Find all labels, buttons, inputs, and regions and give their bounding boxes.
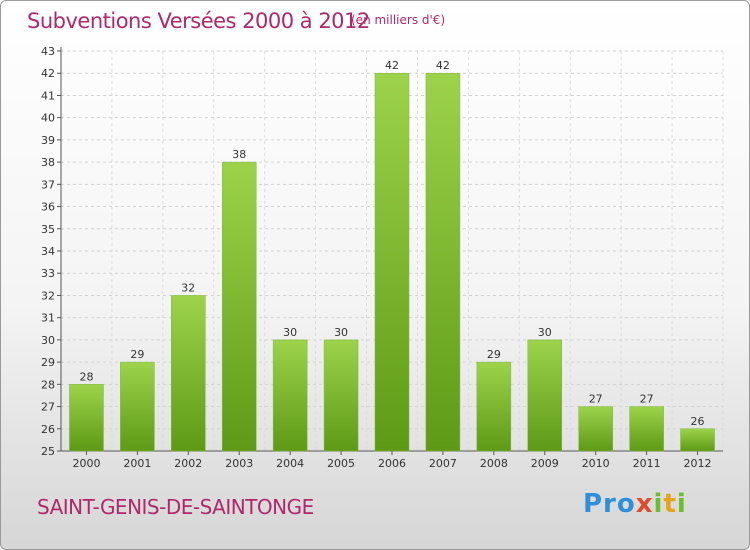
y-tick-label: 39 xyxy=(41,134,55,147)
data-labels: 28 29 32 38 30 30 42 42 29 30 27 27 26 xyxy=(79,59,704,428)
data-label-2006: 42 xyxy=(385,59,399,72)
y-tick-label: 42 xyxy=(41,67,55,80)
x-tick-label: 2002 xyxy=(174,457,202,470)
data-label-2012: 26 xyxy=(691,415,705,428)
y-tick-label: 32 xyxy=(41,289,55,302)
x-tick-label: 2001 xyxy=(123,457,151,470)
city-name: SAINT-GENIS-DE-SAINTONGE xyxy=(37,495,314,519)
x-tick-label: 2007 xyxy=(429,457,457,470)
y-tick-label: 43 xyxy=(41,45,55,58)
x-tick-label: 2011 xyxy=(633,457,661,470)
bar-2012 xyxy=(680,428,715,452)
data-label-2003: 38 xyxy=(232,148,246,161)
bar-2000 xyxy=(69,384,104,452)
x-tick-label: 2005 xyxy=(327,457,355,470)
y-tick-label: 38 xyxy=(41,156,55,169)
y-tick-label: 30 xyxy=(41,334,55,347)
x-tick-label: 2004 xyxy=(276,457,304,470)
bar-2011 xyxy=(629,406,664,452)
bar-2009 xyxy=(527,339,563,452)
bar-2006 xyxy=(374,72,410,452)
y-tick-label: 31 xyxy=(41,312,55,325)
bar-2004 xyxy=(272,339,308,452)
y-tick-label: 34 xyxy=(41,245,55,258)
data-label-2011: 27 xyxy=(640,393,654,406)
data-label-2004: 30 xyxy=(283,326,297,339)
chart-unit: (en milliers d'€) xyxy=(351,13,446,27)
bars xyxy=(69,72,715,452)
bar-2007 xyxy=(425,72,461,452)
proxiti-logo[interactable]: Proxiti xyxy=(583,489,687,519)
x-tick-label: 2006 xyxy=(378,457,406,470)
data-label-2000: 28 xyxy=(79,370,93,383)
data-label-2010: 27 xyxy=(589,393,603,406)
bar-2001 xyxy=(120,361,155,452)
data-label-2005: 30 xyxy=(334,326,348,339)
bar-2008 xyxy=(476,361,512,452)
data-label-2009: 30 xyxy=(538,326,552,339)
y-tick-label: 36 xyxy=(41,201,55,214)
x-tick-label: 2003 xyxy=(225,457,253,470)
bar-2010 xyxy=(578,406,613,452)
y-tick-label: 40 xyxy=(41,112,55,125)
y-tick-label: 26 xyxy=(41,423,55,436)
y-tick-label: 37 xyxy=(41,178,55,191)
y-tick-label: 25 xyxy=(41,445,55,458)
data-label-2002: 32 xyxy=(181,281,195,294)
y-tick-label: 41 xyxy=(41,89,55,102)
chart-title: Subventions Versées 2000 à 2012 xyxy=(27,9,370,33)
x-tick-label: 2009 xyxy=(531,457,559,470)
y-tick-label: 35 xyxy=(41,223,55,236)
data-label-2001: 29 xyxy=(130,348,144,361)
bar-2002 xyxy=(171,295,206,452)
y-tick-label: 27 xyxy=(41,401,55,414)
x-tick-label: 2008 xyxy=(480,457,508,470)
bar-2005 xyxy=(323,339,359,452)
y-tick-label: 33 xyxy=(41,267,55,280)
data-label-2008: 29 xyxy=(487,348,501,361)
data-label-2007: 42 xyxy=(436,59,450,72)
x-tick-label: 2010 xyxy=(582,457,610,470)
y-tick-label: 28 xyxy=(41,378,55,391)
x-tick-label: 2000 xyxy=(72,457,100,470)
x-tick-label: 2012 xyxy=(684,457,712,470)
y-tick-label: 29 xyxy=(41,356,55,369)
bar-2003 xyxy=(221,161,257,452)
